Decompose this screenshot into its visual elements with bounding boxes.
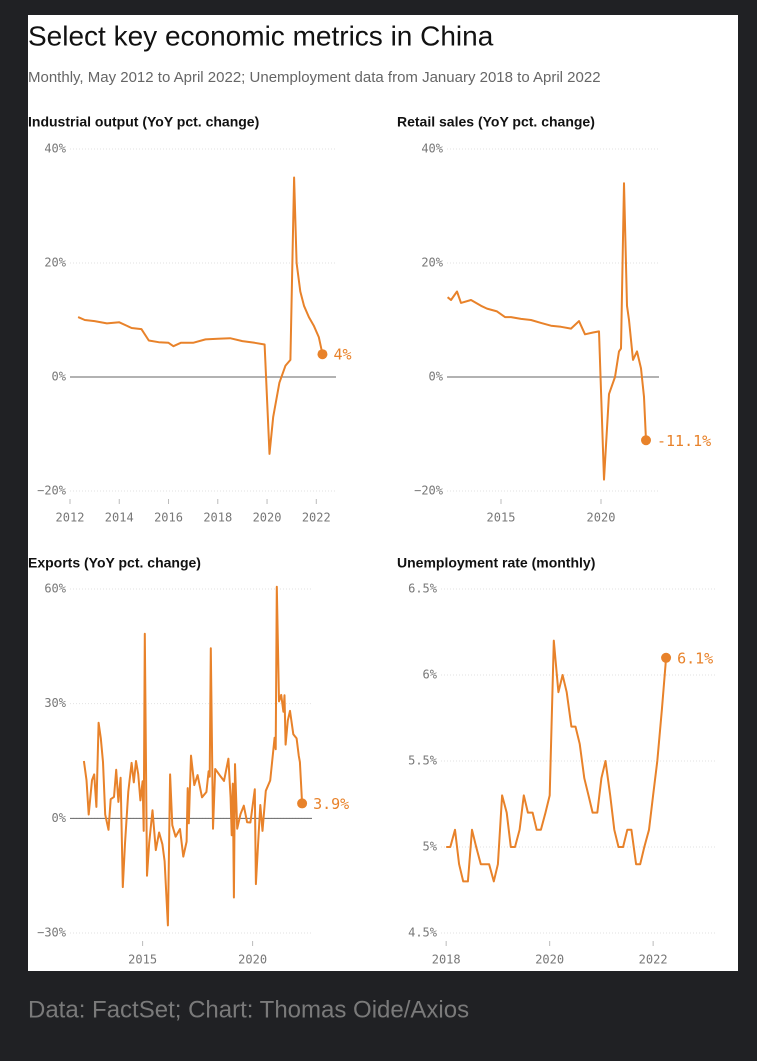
y-tick-label: 30%: [44, 696, 66, 710]
end-label: 3.9%: [313, 795, 349, 813]
y-tick-label: −30%: [37, 926, 67, 940]
x-tick-label: 2020: [253, 511, 282, 525]
x-tick-label: 2012: [56, 511, 85, 525]
y-tick-label: 40%: [44, 142, 66, 156]
end-point: [317, 349, 328, 360]
data-line: [446, 182, 647, 481]
end-label: 6.1%: [677, 649, 713, 667]
y-tick-label: 5.5%: [408, 754, 438, 768]
end-point: [661, 652, 672, 663]
x-tick-label: 2015: [487, 511, 516, 525]
end-point: [641, 435, 651, 446]
y-tick-label: 20%: [421, 256, 443, 270]
data-line: [446, 639, 668, 883]
y-tick-label: 60%: [44, 582, 66, 596]
x-tick-label: 2020: [587, 511, 616, 525]
source: Data: FactSet; Chart: Thomas Oide/Axios: [28, 996, 469, 1023]
y-tick-label: 6.5%: [408, 582, 438, 596]
y-tick-label: −20%: [37, 484, 67, 498]
data-line: [77, 176, 324, 455]
panel: [28, 15, 738, 971]
y-tick-label: 5%: [423, 840, 438, 854]
data-line: [82, 585, 304, 927]
y-tick-label: −20%: [414, 484, 444, 498]
panel-title: Exports (YoY pct. change): [28, 555, 201, 571]
x-tick-label: 2018: [432, 953, 461, 967]
y-tick-label: 20%: [44, 256, 66, 270]
y-tick-label: 6%: [423, 668, 438, 682]
y-tick-label: 40%: [421, 142, 443, 156]
x-tick-label: 2020: [238, 953, 267, 967]
title: Select key economic metrics in China: [28, 20, 494, 51]
end-label: -11.1%: [657, 432, 711, 450]
y-tick-label: 4.5%: [408, 926, 438, 940]
y-tick-label: 0%: [52, 370, 67, 384]
x-tick-label: 2022: [302, 511, 331, 525]
x-tick-label: 2020: [535, 953, 564, 967]
y-tick-label: 0%: [429, 370, 444, 384]
panel-title: Retail sales (YoY pct. change): [397, 114, 595, 130]
panel-title: Unemployment rate (monthly): [397, 555, 595, 571]
subtitle: Monthly, May 2012 to April 2022; Unemplo…: [28, 69, 601, 86]
x-tick-label: 2016: [154, 511, 183, 525]
end-point: [297, 798, 308, 809]
x-tick-label: 2014: [105, 511, 134, 525]
x-tick-label: 2022: [639, 953, 668, 967]
x-tick-label: 2015: [128, 953, 157, 967]
y-tick-label: 0%: [52, 811, 67, 825]
end-label: 4%: [333, 346, 351, 364]
panel-title: Industrial output (YoY pct. change): [28, 114, 259, 130]
x-tick-label: 2018: [203, 511, 232, 525]
